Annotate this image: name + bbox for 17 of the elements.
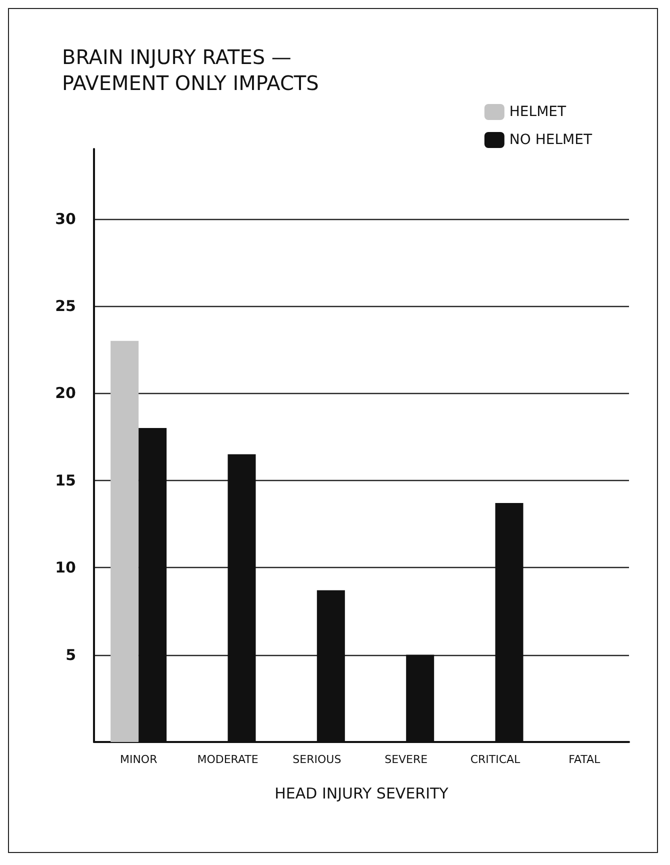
x-tick-label: SERIOUS [292,753,342,766]
x-tick-label: SEVERE [384,753,428,766]
bar [110,340,139,742]
x-tick-label: MINOR [120,753,158,766]
y-tick-label: 15 [55,471,76,490]
chart-title: BRAIN INJURY RATES — PAVEMENT ONLY IMPACTS [62,45,319,95]
x-tick-label: MODERATE [197,753,258,766]
legend-label: HELMET [509,104,567,120]
y-tick-label: 20 [55,384,76,402]
legend-label: NO HELMET [509,132,592,148]
y-tick-label: 5 [66,646,76,664]
x-tick-label: FATAL [568,753,602,766]
y-tick-label: 30 [55,210,76,228]
x-axis-title: HEAD INJURY SEVERITY [274,784,450,802]
x-tick-label: CRITICAL [470,753,522,766]
y-tick-label: 10 [55,558,76,577]
y-tick-label: 25 [55,296,76,315]
